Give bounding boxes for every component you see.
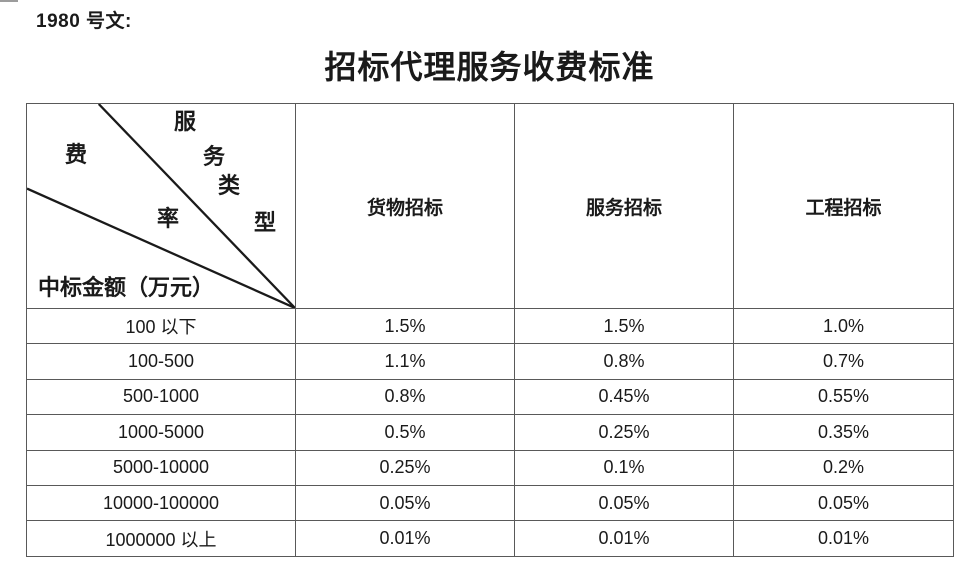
amount-range-cell: 5000-10000 [26,449,296,486]
services-rate-cell: 0.01% [514,520,734,557]
engineering-rate-cell: 0.05% [733,484,954,522]
corner-type-char-2: 务 [203,144,226,169]
services-rate-cell: 0.25% [514,414,734,451]
table-header-row: 费 率 服 务 类 型 中标金额（万元） 货物招标 服务招标 工程招标 [26,103,954,309]
table-row: 10000-100000 0.05% 0.05% 0.05% [26,484,954,522]
amount-range-cell: 100 以下 [26,307,296,345]
corner-type-char-4: 型 [254,210,277,235]
goods-rate-cell: 1.5% [295,307,515,345]
corner-fee-char-1: 费 [65,142,88,167]
table-row: 500-1000 0.8% 0.45% 0.55% [26,378,954,416]
services-rate-cell: 1.5% [514,307,734,345]
services-rate-cell: 0.45% [514,378,734,416]
column-header-services: 服务招标 [514,103,734,309]
engineering-rate-cell: 0.2% [733,449,954,486]
table-row: 5000-10000 0.25% 0.1% 0.2% [26,449,954,486]
table-corner-cell: 费 率 服 务 类 型 中标金额（万元） [26,103,296,309]
amount-range-cell: 10000-100000 [26,484,296,522]
goods-rate-cell: 0.05% [295,484,515,522]
table-row: 100 以下 1.5% 1.5% 1.0% [26,307,954,345]
services-rate-cell: 0.1% [514,449,734,486]
column-header-goods: 货物招标 [295,103,515,309]
engineering-rate-cell: 0.35% [733,414,954,451]
table-row: 100-500 1.1% 0.8% 0.7% [26,343,954,380]
amount-range-cell: 500-1000 [26,378,296,416]
services-rate-cell: 0.05% [514,484,734,522]
amount-range-cell: 100-500 [26,343,296,380]
engineering-rate-cell: 0.55% [733,378,954,416]
corner-type-char-1: 服 [174,109,197,134]
engineering-rate-cell: 0.01% [733,520,954,557]
goods-rate-cell: 0.8% [295,378,515,416]
corner-fee-char-2: 率 [157,206,180,231]
document-number: 1980 号文: [36,11,132,32]
corner-type-char-3: 类 [218,173,241,198]
screenshot-edge-artifact [0,0,18,2]
amount-range-cell: 1000-5000 [26,414,296,451]
row-axis-label: 中标金额（万元） [38,275,215,300]
goods-rate-cell: 0.5% [295,414,515,451]
goods-rate-cell: 0.01% [295,520,515,557]
goods-rate-cell: 1.1% [295,343,515,380]
diagonal-divider-lines [27,104,295,308]
column-header-engineering: 工程招标 [733,103,954,309]
table-row: 1000-5000 0.5% 0.25% 0.35% [26,414,954,451]
engineering-rate-cell: 1.0% [733,307,954,345]
table-row: 1000000 以上 0.01% 0.01% 0.01% [26,520,954,557]
goods-rate-cell: 0.25% [295,449,515,486]
fee-table: 费 率 服 务 类 型 中标金额（万元） 货物招标 服务招标 工程招标 100 … [26,103,954,557]
services-rate-cell: 0.8% [514,343,734,380]
engineering-rate-cell: 0.7% [733,343,954,380]
amount-range-cell: 1000000 以上 [26,520,296,557]
page-title: 招标代理服务收费标准 [324,49,655,85]
